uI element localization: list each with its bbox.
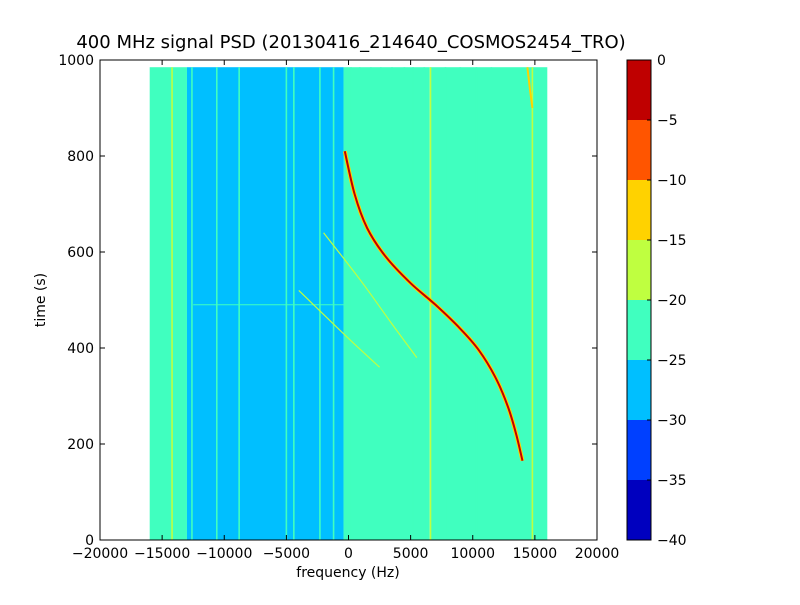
colorbar-band [627, 360, 651, 420]
colorbar-band [627, 480, 651, 540]
top-right-blip [526, 67, 534, 109]
x-tick-label: 0 [344, 546, 353, 562]
psd-region-2 [343, 67, 430, 540]
colorbar-band [627, 60, 651, 120]
colorbar-tick-label: −5 [657, 113, 678, 129]
plot-area [100, 60, 597, 540]
colorbar-tick-label: 0 [657, 53, 666, 69]
colorbar-tick-label: −35 [657, 473, 687, 489]
x-tick-label: 20000 [575, 546, 620, 562]
chart-title: 400 MHz signal PSD (20130416_214640_COSM… [76, 32, 625, 53]
y-tick-label: 400 [67, 341, 94, 357]
colorbar-tick-label: −15 [657, 233, 687, 249]
y-axis-ticks: 0 200 400 600 800 1000 [58, 53, 597, 549]
colorbar-tick-label: −20 [657, 293, 687, 309]
colorbar-tick-label: −10 [657, 173, 687, 189]
colorbar-tick-label: −25 [657, 353, 687, 369]
y-tick-label: 0 [85, 533, 94, 549]
colorbar-band [627, 180, 651, 240]
y-axis-label: time (s) [33, 273, 49, 327]
y-tick-label: 600 [67, 245, 94, 261]
colorbar-band [627, 300, 651, 360]
colorbar: −40 −35 −30 −25 −20 −15 −10 −5 0 [626, 53, 687, 549]
x-tick-label: −20000 [72, 546, 128, 562]
secondary-trace-0 [323, 232, 418, 358]
y-tick-label: 1000 [58, 53, 94, 69]
doppler-trace [343, 150, 524, 462]
y-tick-label: 800 [67, 149, 94, 165]
colorbar-band [627, 120, 651, 180]
colorbar-tick-label: −40 [657, 533, 687, 549]
x-tick-label: −15000 [134, 546, 190, 562]
psd-region-1 [186, 67, 344, 540]
x-tick-label: 10000 [450, 546, 495, 562]
x-axis-ticks: −20000 −15000 −10000 −5000 0 5000 10000 15000 20… [72, 60, 619, 562]
colorbar-band [627, 420, 651, 480]
x-tick-label: 15000 [513, 546, 558, 562]
colorbar-band [627, 240, 651, 300]
x-tick-label: 5000 [393, 546, 429, 562]
secondary-trace-1 [298, 289, 381, 368]
psd-region-0 [149, 67, 187, 540]
x-tick-label: −10000 [196, 546, 252, 562]
colorbar-tick-label: −30 [657, 413, 687, 429]
y-tick-label: 200 [67, 437, 94, 453]
x-axis-label: frequency (Hz) [296, 565, 399, 581]
x-tick-label: −5000 [263, 546, 310, 562]
psd-region-3 [429, 67, 548, 540]
